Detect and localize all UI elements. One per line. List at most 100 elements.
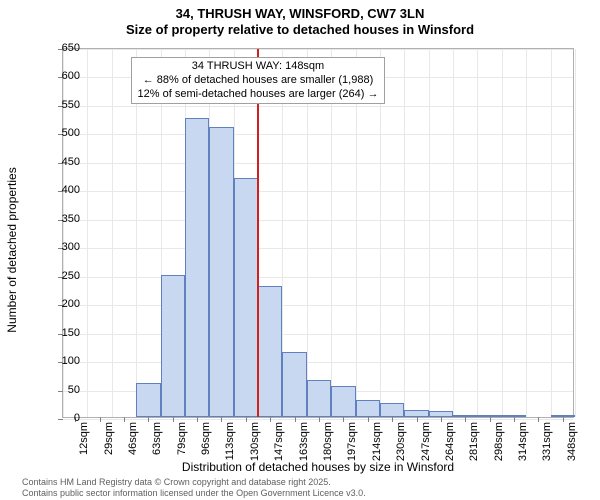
- gridline-h: [63, 106, 573, 107]
- xtick-label: 314sqm: [517, 422, 529, 461]
- title-line-2: Size of property relative to detached ho…: [0, 22, 600, 38]
- annotation-line: ← 88% of detached houses are smaller (1,…: [138, 74, 379, 88]
- annotation-line: 34 THRUSH WAY: 148sqm: [138, 60, 379, 74]
- xtick-mark: [270, 417, 271, 422]
- xtick-label: 113sqm: [224, 422, 236, 460]
- histogram-bar: [380, 403, 404, 417]
- gridline-v: [453, 49, 454, 417]
- xtick-mark: [514, 417, 515, 422]
- xtick-mark: [441, 417, 442, 422]
- histogram-bar: [453, 415, 477, 417]
- gridline-h: [63, 220, 573, 221]
- gridline-v: [502, 49, 503, 417]
- gridline-h: [63, 334, 573, 335]
- histogram-bar: [136, 383, 160, 417]
- footer-credits: Contains HM Land Registry data © Crown c…: [22, 477, 366, 498]
- gridline-h: [63, 49, 573, 50]
- footer-line-2: Contains public sector information licen…: [22, 488, 366, 498]
- histogram-bar: [209, 127, 233, 417]
- gridline-h: [63, 277, 573, 278]
- xtick-mark: [490, 417, 491, 422]
- gridline-v: [477, 49, 478, 417]
- xtick-mark: [563, 417, 564, 422]
- xtick-label: 214sqm: [371, 422, 383, 461]
- plot-area: 34 THRUSH WAY: 148sqm← 88% of detached h…: [62, 48, 574, 418]
- xtick-label: 12sqm: [78, 422, 90, 455]
- gridline-v: [404, 49, 405, 417]
- xtick-label: 79sqm: [176, 422, 188, 455]
- xtick-mark: [197, 417, 198, 422]
- ytick-label: 50: [40, 384, 80, 396]
- xtick-label: 331sqm: [541, 422, 553, 461]
- xtick-mark: [246, 417, 247, 422]
- xtick-mark: [221, 417, 222, 422]
- ytick-label: 200: [40, 298, 80, 310]
- histogram-bar: [307, 380, 331, 417]
- ytick-label: 400: [40, 184, 80, 196]
- xtick-label: 163sqm: [298, 422, 310, 461]
- xtick-label: 247sqm: [420, 422, 432, 461]
- plot-area-wrap: 34 THRUSH WAY: 148sqm← 88% of detached h…: [62, 48, 574, 418]
- xtick-mark: [295, 417, 296, 422]
- ytick-label: 150: [40, 327, 80, 339]
- gridline-v: [112, 49, 113, 417]
- ytick-label: 300: [40, 241, 80, 253]
- gridline-h: [63, 191, 573, 192]
- histogram-bar: [161, 275, 185, 417]
- histogram-bar: [234, 178, 258, 417]
- gridline-h: [63, 163, 573, 164]
- ytick-label: 450: [40, 156, 80, 168]
- xtick-label: 264sqm: [444, 422, 456, 461]
- chart-title: 34, THRUSH WAY, WINSFORD, CW7 3LN Size o…: [0, 0, 600, 37]
- histogram-bar: [258, 286, 282, 417]
- gridline-v: [429, 49, 430, 417]
- xtick-label: 230sqm: [395, 422, 407, 461]
- annotation-box: 34 THRUSH WAY: 148sqm← 88% of detached h…: [131, 57, 386, 104]
- ytick-label: 100: [40, 355, 80, 367]
- gridline-v: [575, 49, 576, 417]
- histogram-bar: [429, 411, 453, 417]
- histogram-bar: [502, 415, 526, 417]
- xtick-label: 281sqm: [468, 422, 480, 461]
- gridline-v: [526, 49, 527, 417]
- ytick-label: 350: [40, 213, 80, 225]
- xtick-mark: [319, 417, 320, 422]
- xtick-mark: [100, 417, 101, 422]
- ytick-label: 0: [40, 412, 80, 424]
- histogram-bar: [551, 415, 575, 417]
- xtick-mark: [368, 417, 369, 422]
- gridline-v: [87, 49, 88, 417]
- ytick-label: 650: [40, 42, 80, 54]
- histogram-bar: [185, 118, 209, 417]
- xtick-mark: [173, 417, 174, 422]
- xtick-mark: [148, 417, 149, 422]
- xtick-mark: [392, 417, 393, 422]
- histogram-bar: [404, 410, 428, 417]
- xtick-label: 298sqm: [493, 422, 505, 461]
- gridline-v: [551, 49, 552, 417]
- histogram-bar: [477, 415, 501, 417]
- ytick-label: 250: [40, 270, 80, 282]
- gridline-h: [63, 362, 573, 363]
- xtick-label: 96sqm: [200, 422, 212, 455]
- ytick-label: 550: [40, 99, 80, 111]
- histogram-bar: [356, 400, 380, 417]
- xtick-mark: [343, 417, 344, 422]
- xtick-mark: [465, 417, 466, 422]
- xtick-label: 130sqm: [249, 422, 261, 461]
- gridline-h: [63, 419, 573, 420]
- xtick-label: 147sqm: [273, 422, 285, 461]
- xtick-label: 197sqm: [346, 422, 358, 461]
- xtick-label: 63sqm: [151, 422, 163, 455]
- histogram-bar: [282, 352, 306, 417]
- gridline-h: [63, 305, 573, 306]
- histogram-bar: [331, 386, 355, 417]
- annotation-line: 12% of semi-detached houses are larger (…: [138, 88, 379, 102]
- ytick-label: 600: [40, 70, 80, 82]
- xtick-mark: [538, 417, 539, 422]
- title-line-1: 34, THRUSH WAY, WINSFORD, CW7 3LN: [0, 6, 600, 22]
- xtick-label: 29sqm: [103, 422, 115, 455]
- gridline-h: [63, 248, 573, 249]
- xtick-mark: [124, 417, 125, 422]
- xtick-label: 180sqm: [322, 422, 334, 461]
